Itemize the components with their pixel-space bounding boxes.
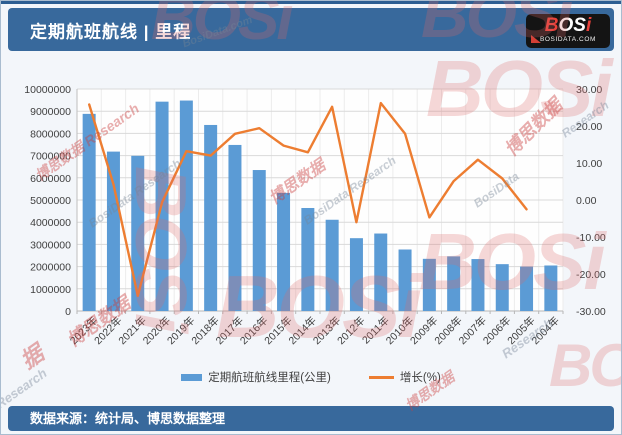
bar-2017年	[228, 144, 242, 311]
data-source-text: 数据来源：统计局、博思数据整理	[30, 411, 226, 426]
bar-2023年	[82, 113, 96, 311]
bar-2007年	[471, 259, 485, 311]
left-axis-tick-1000000: 1000000	[30, 284, 71, 296]
left-axis-tick-6000000: 6000000	[30, 173, 71, 185]
bar-2011年	[374, 233, 388, 311]
bar-2010年	[398, 249, 412, 311]
x-label-2012年: 2012年	[334, 314, 367, 347]
bar-2022年	[106, 151, 120, 311]
bar-2019年	[179, 100, 193, 311]
logo-letter-b: B	[544, 15, 559, 36]
bar-2018年	[204, 124, 218, 312]
logo-letters-os: OS	[558, 15, 586, 36]
legend-item-mileage: 定期航班航线里程(公里)	[181, 369, 331, 385]
combo-chart-canvas: 1000000090000008000000700000060000005000…	[24, 84, 606, 347]
page-title: 定期航班航线 | 里程	[30, 22, 192, 41]
left-axis-tick-4000000: 4000000	[30, 217, 71, 229]
bar-2013年	[325, 219, 339, 311]
x-label-2004年: 2004年	[529, 314, 562, 347]
left-axis-tick-5000000: 5000000	[30, 195, 71, 207]
legend-bar-swatch-icon	[181, 373, 203, 381]
bar-2016年	[252, 170, 266, 311]
left-axis-tick-9000000: 9000000	[30, 106, 71, 118]
bar-2005年	[520, 266, 534, 311]
left-axis-tick-8000000: 8000000	[30, 128, 71, 140]
right-axis-tick-0.00: 0.00	[576, 195, 597, 207]
right-axis-tick--30.00: -30.00	[576, 306, 606, 318]
right-axis-tick-20.00: 20.00	[576, 121, 602, 133]
right-axis-tick--20.00: -20.00	[576, 269, 606, 281]
bosi-logo-subtext: BOSIDATA.COM	[539, 36, 597, 43]
left-axis-tick-0: 0	[65, 306, 71, 318]
bar-2012年	[349, 238, 363, 311]
left-axis-tick-10000000: 10000000	[24, 84, 71, 96]
left-axis-tick-2000000: 2000000	[30, 262, 71, 274]
growth-line	[87, 101, 528, 297]
logo-triangle-icon	[531, 35, 541, 43]
legend-label-growth: 增长(%)	[399, 372, 441, 384]
bar-2014年	[301, 207, 315, 311]
left-axis-tick-3000000: 3000000	[30, 239, 71, 251]
bar-2009年	[422, 258, 436, 311]
bar-2015年	[277, 192, 291, 311]
bosi-logo-text: BOSi	[526, 15, 610, 36]
logo-letter-i: i	[585, 15, 592, 36]
chart-legend: 定期航班航线里程(公里) 增长(%)	[1, 369, 621, 385]
header-bar: 定期航班航线 | 里程 BOSi BOSIDATA.COM	[8, 8, 614, 51]
footer-bar: 数据来源：统计局、博思数据整理	[8, 406, 614, 431]
bar-2008年	[447, 256, 461, 311]
top-accent-strip	[1, 1, 621, 4]
legend-item-growth: 增长(%)	[368, 369, 441, 385]
right-axis-tick-30.00: 30.00	[576, 84, 602, 96]
bar-2021年	[131, 155, 145, 311]
right-axis-tick--10.00: -10.00	[576, 232, 606, 244]
left-axis-tick-7000000: 7000000	[30, 151, 71, 163]
right-axis-tick-10.00: 10.00	[576, 158, 602, 170]
bosi-logo: BOSi BOSIDATA.COM	[526, 14, 610, 48]
bar-2006年	[495, 264, 509, 311]
legend-label-mileage: 定期航班航线里程(公里)	[208, 372, 331, 384]
legend-line-swatch-icon	[368, 375, 394, 379]
bar-2004年	[544, 265, 558, 311]
